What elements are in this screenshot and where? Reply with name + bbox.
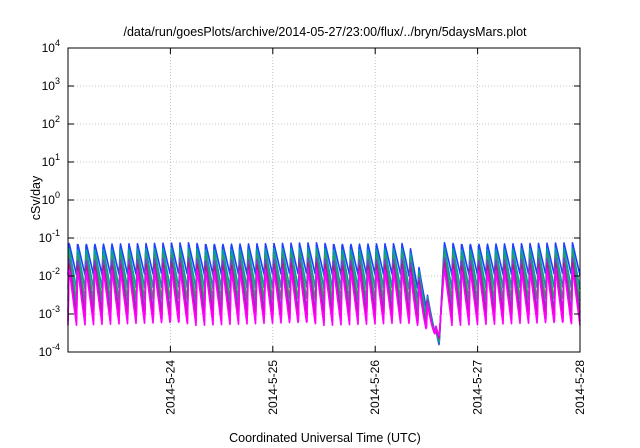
x-tick-label: 2014-5-26	[368, 360, 382, 415]
y-tick-label: 10-4	[39, 342, 60, 359]
plot-series	[67, 242, 581, 346]
plot-frame	[67, 47, 581, 353]
y-tick-label: 103	[42, 76, 60, 93]
y-tick-label: 10-3	[39, 304, 60, 321]
y-tick-label: 10-2	[39, 266, 60, 283]
y-axis-label: cSv/day	[29, 175, 43, 220]
x-axis-label: Coordinated Universal Time (UTC)	[229, 431, 421, 445]
x-tick-label: 2014-5-28	[573, 360, 587, 415]
y-tick-label: 102	[42, 114, 60, 131]
y-tick-label: 10-1	[39, 228, 60, 245]
x-tick-label: 2014-5-24	[163, 360, 177, 415]
y-tick-label: 100	[42, 190, 60, 207]
chart-title: /data/run/goesPlots/archive/2014-05-27/2…	[123, 25, 527, 39]
series-line-6	[67, 267, 581, 337]
y-tick-label: 101	[42, 152, 60, 169]
x-tick-label: 2014-5-27	[471, 360, 485, 415]
y-tick-label: 104	[42, 38, 60, 55]
axes: 10-4 10-3 10-2 10-1 100 101 102 103 104 2014-5-24…	[39, 38, 587, 415]
x-tick-label: 2014-5-25	[266, 360, 280, 415]
